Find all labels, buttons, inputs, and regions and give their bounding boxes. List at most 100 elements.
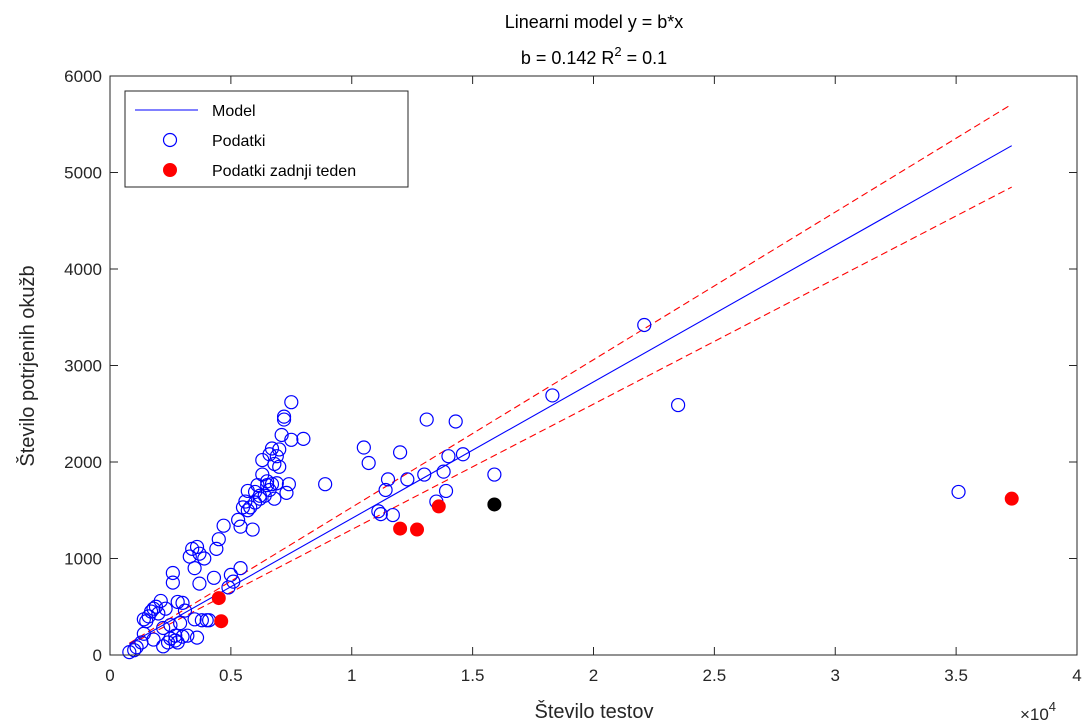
- last-week-point: [1004, 491, 1019, 506]
- data-point: [233, 561, 248, 576]
- data-point: [168, 633, 183, 648]
- data-point: [170, 594, 185, 610]
- chart-title-line2: b = 0.142 R2 = 0.1: [521, 44, 667, 68]
- data-point: [637, 317, 652, 333]
- data-point: [269, 449, 284, 464]
- data-point: [361, 455, 376, 471]
- data-point: [194, 613, 209, 628]
- x-tick-label: 0: [105, 666, 114, 685]
- data-point: [373, 507, 388, 522]
- x-tick-label: 1: [347, 666, 356, 685]
- data-point: [455, 447, 471, 462]
- x-tick-label: 3: [831, 666, 840, 685]
- data-point: [296, 431, 311, 446]
- data-point: [192, 546, 207, 561]
- data-point: [393, 445, 408, 460]
- data-point: [284, 395, 299, 410]
- data-point: [951, 484, 966, 500]
- data-point: [209, 541, 224, 556]
- x-tick-label: 2.5: [703, 666, 727, 685]
- data-point: [264, 441, 280, 456]
- last-week-point: [410, 522, 425, 537]
- x-tick-label: 0.5: [219, 666, 243, 685]
- data-point: [279, 485, 294, 500]
- data-point: [146, 601, 161, 616]
- data-point: [385, 507, 400, 523]
- data-point: [177, 603, 193, 618]
- data-point: [240, 503, 255, 518]
- data-point: [671, 397, 686, 413]
- x-tick-label: 3.5: [944, 666, 968, 685]
- lower-bound-line: [129, 186, 1012, 646]
- data-point: [436, 464, 451, 479]
- y-tick-label: 2000: [64, 453, 102, 472]
- model-line-group: [129, 145, 1012, 645]
- data-point: [175, 595, 190, 610]
- data-point: [400, 472, 415, 487]
- data-point: [168, 628, 183, 643]
- y-tick-label: 1000: [64, 550, 102, 569]
- data-point: [276, 412, 292, 427]
- data-point: [264, 477, 280, 492]
- data-point: [127, 643, 142, 658]
- y-tick-label: 0: [93, 646, 102, 665]
- last-week-point: [393, 521, 408, 536]
- data-point: [146, 632, 161, 647]
- y-tick-label: 5000: [64, 164, 102, 183]
- data-point: [318, 477, 333, 492]
- legend-model-label: Model: [212, 103, 256, 120]
- x-tick-label: 1.5: [461, 666, 485, 685]
- chart-title-line2-rest: = 0.1: [622, 48, 668, 68]
- y-tick-label: 6000: [64, 67, 102, 86]
- last-week-point: [211, 591, 226, 606]
- highlight-point: [487, 497, 502, 512]
- chart-title-line1: Linearni model y = b*x: [505, 12, 684, 32]
- legend-data-marker: [162, 132, 178, 148]
- data-point: [487, 467, 502, 482]
- model-line: [129, 145, 1012, 645]
- data-point: [438, 483, 454, 499]
- data-point: [197, 551, 212, 566]
- data-point: [448, 414, 463, 429]
- upper-bound-line: [129, 103, 1013, 644]
- x-axis-exponent-base: ×10: [1020, 705, 1049, 724]
- title: Linearni model y = b*x b = 0.142 R2 = 0.…: [505, 12, 684, 68]
- data-point: [356, 440, 371, 455]
- data-point: [223, 567, 238, 583]
- data-point: [158, 601, 173, 616]
- data-point: [216, 518, 231, 533]
- data-point: [153, 593, 168, 609]
- data-point: [175, 629, 190, 644]
- data-point: [281, 477, 296, 492]
- x-axis-exponent-power: 4: [1049, 699, 1056, 714]
- data-point: [284, 432, 299, 447]
- data-point: [441, 449, 456, 464]
- data-point: [231, 512, 246, 528]
- confidence-bounds: [129, 103, 1013, 646]
- data-point: [378, 482, 393, 498]
- data-point: [269, 476, 284, 491]
- data-point: [189, 630, 205, 645]
- data-point: [206, 570, 222, 585]
- data-point: [143, 604, 159, 619]
- y-tick-label: 4000: [64, 260, 102, 279]
- data-point: [165, 565, 180, 581]
- data-point: [192, 576, 207, 591]
- legend-data-label: Podatki: [212, 133, 265, 150]
- data-point: [156, 620, 171, 636]
- y-tick-label: 3000: [64, 357, 102, 376]
- data-point: [156, 639, 171, 654]
- x-axis-ticks: 0 0.5 1 1.5 2 2.5 3 3.5 4: [105, 76, 1082, 685]
- y-axis-ticks: 0 1000 2000 3000 4000 5000 6000: [64, 67, 1077, 665]
- data-point: [380, 472, 396, 487]
- legend-last-week-label: Podatki zadnji teden: [212, 163, 356, 180]
- data-points: [122, 317, 1019, 660]
- data-point: [165, 575, 180, 590]
- data-point: [187, 612, 202, 627]
- data-point: [211, 532, 226, 547]
- data-point: [180, 628, 195, 643]
- x-tick-label: 2: [589, 666, 598, 685]
- data-point: [417, 467, 432, 482]
- data-point: [274, 427, 289, 443]
